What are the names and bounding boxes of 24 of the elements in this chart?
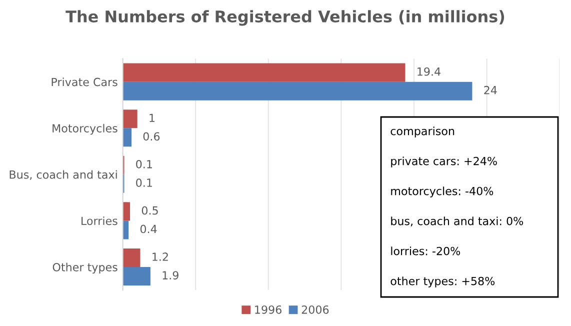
data-label: 0.6 xyxy=(143,132,160,141)
annotation: other types: +58% xyxy=(390,276,495,288)
annotation: bus, coach and taxi: 0% xyxy=(391,216,524,226)
data-label: 0.4 xyxy=(140,224,157,234)
y-tick-label: Private Cars xyxy=(52,78,118,86)
y-tick-label: Lorries xyxy=(82,216,118,226)
y-tick-label: Other types xyxy=(52,262,118,274)
data-label: 0.5 xyxy=(142,206,158,215)
legend-label: 2006 xyxy=(302,305,329,314)
data-label: 0.1 xyxy=(136,160,152,168)
annotation: lorries: -20% xyxy=(391,246,460,256)
data-label: 24 xyxy=(484,86,497,94)
annotation: private cars: +24% xyxy=(391,156,497,168)
data-label: 1.9 xyxy=(162,271,178,280)
y-tick-label: Motorcycles xyxy=(52,124,118,135)
chart-title: The Numbers of Registered Vehicles (in millions) xyxy=(66,10,504,26)
y-tick-label: Bus, coach and taxi xyxy=(10,170,117,180)
data-label: 19.4 xyxy=(418,67,440,76)
legend-label: 1996 xyxy=(255,305,282,314)
data-label: 0.1 xyxy=(136,178,152,187)
data-label: 1.2 xyxy=(152,252,168,261)
annotation: comparison xyxy=(390,126,454,138)
annotation: motorcycles: -40% xyxy=(391,186,494,198)
data-label: 1 xyxy=(150,114,154,122)
